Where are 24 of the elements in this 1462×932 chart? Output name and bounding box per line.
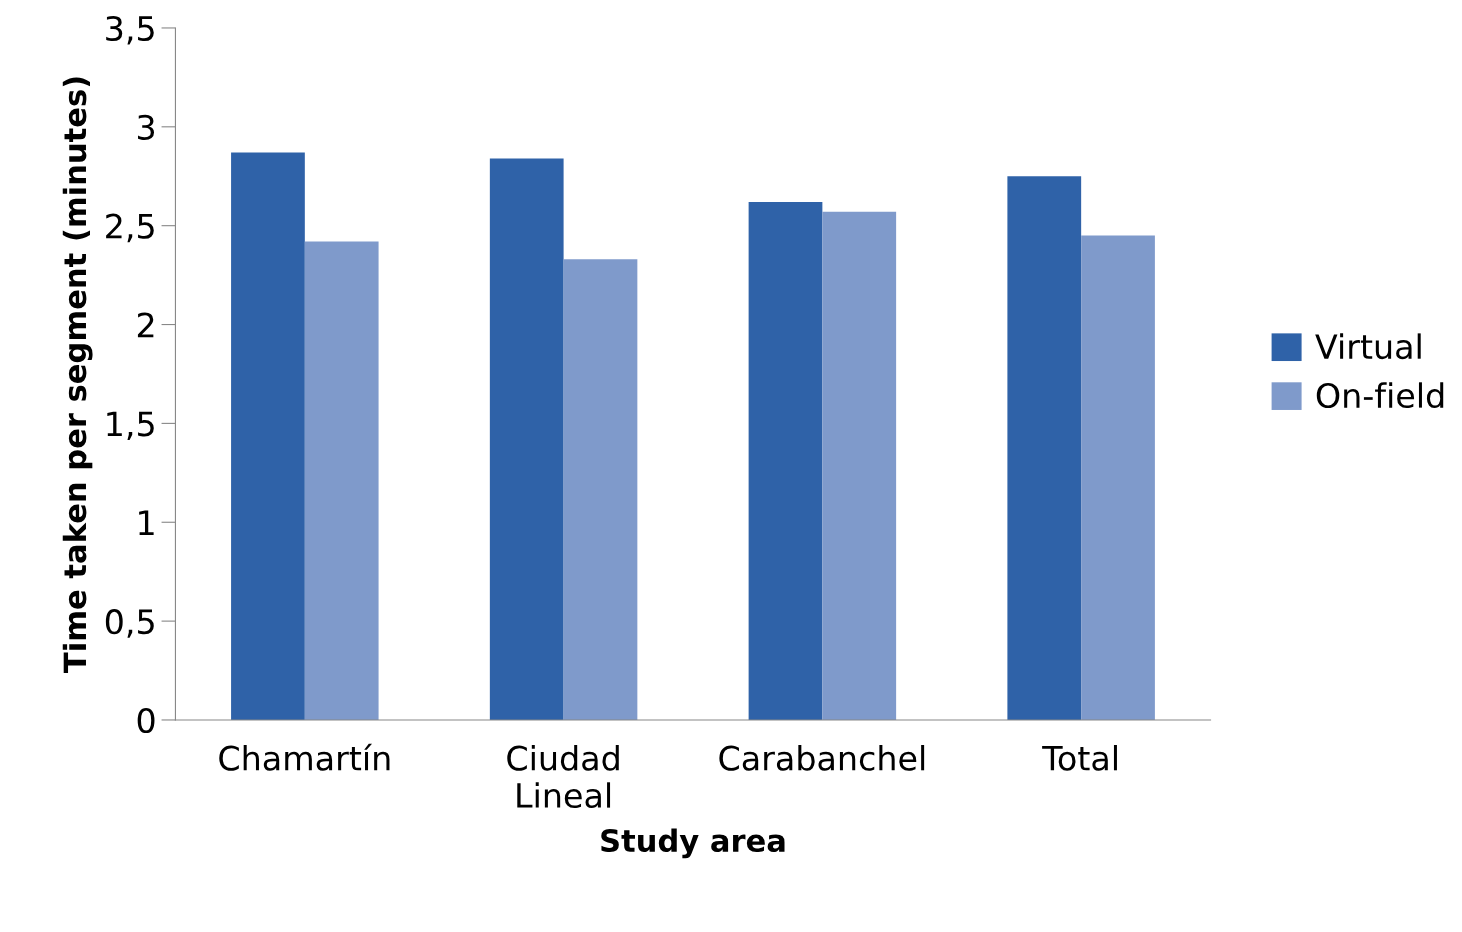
bar <box>563 259 638 720</box>
bar <box>1081 235 1155 720</box>
y-tick-label: 0,5 <box>105 609 154 638</box>
y-tick-label: 2 <box>137 312 154 338</box>
bar <box>304 241 379 720</box>
legend-label: On-field <box>1316 382 1444 409</box>
x-axis-title: Study area <box>601 828 785 859</box>
y-tick-label: 0 <box>137 707 155 734</box>
x-tick-label: Total <box>1042 744 1117 771</box>
y-tick-label: 2,5 <box>106 213 154 243</box>
x-tick-label: Ciudad Lineal <box>507 744 619 809</box>
x-tick-label: Carabanchel <box>719 744 925 771</box>
y-tick-label: 3,5 <box>106 15 154 45</box>
bar <box>489 158 564 720</box>
bar <box>1007 176 1082 720</box>
bar <box>748 201 823 720</box>
y-axis-title: Time taken per segment (minutes) <box>62 77 93 673</box>
y-tick-label: 1 <box>139 510 154 535</box>
bar <box>231 152 305 720</box>
y-tick-label: 3 <box>138 114 155 140</box>
y-tick-label: 1,5 <box>107 411 154 440</box>
legend-label: Virtual <box>1315 333 1421 360</box>
bar <box>822 211 897 720</box>
x-tick-label: Chamartín <box>219 743 390 771</box>
